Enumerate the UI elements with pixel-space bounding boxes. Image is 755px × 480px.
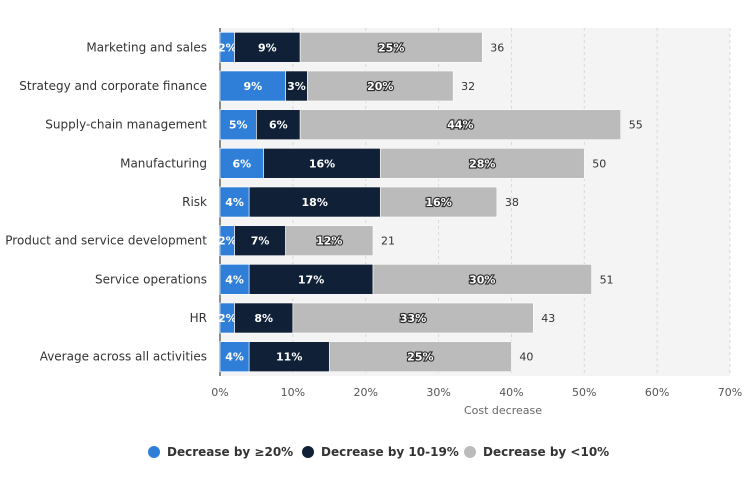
bar-segment: [219, 148, 265, 179]
x-tick-label: 0%: [211, 386, 228, 399]
bar-segment: [372, 264, 592, 295]
bar-segment: [307, 70, 454, 102]
bar-value-label: 2%: [218, 41, 237, 54]
bar-value-label: 7%: [251, 235, 270, 248]
bar-segment: [234, 302, 294, 334]
bar-value-label: 5%: [229, 119, 248, 132]
bar-segment: [248, 186, 381, 218]
legend-label: Decrease by <10%: [483, 445, 609, 459]
bar-value-label: 20%: [367, 80, 393, 93]
bar-total-label: 32: [461, 80, 475, 93]
bar-segment: [285, 225, 374, 256]
bar-value-label: 9%: [258, 41, 277, 54]
bar-value-label: 12%: [316, 235, 342, 248]
legend-swatch: [464, 446, 476, 458]
bar-value-label: 4%: [225, 196, 244, 209]
bar-value-label: 8%: [254, 312, 273, 325]
x-tick-label: 30%: [426, 386, 450, 399]
legend-label: Decrease by ≥20%: [167, 445, 293, 459]
x-tick-label: 70%: [718, 386, 742, 399]
x-tick-label: 50%: [572, 386, 596, 399]
bar-value-label: 2%: [218, 312, 237, 325]
bar-segment: [379, 148, 585, 179]
bar-value-label: 6%: [233, 157, 252, 170]
bar-segment: [299, 32, 483, 63]
category-label: Risk: [182, 195, 207, 209]
bars: 2% 9% 25% 36 9% 3% 20% 32 5% 6% 44% 55 6% 16% 28% 50 4% 1…: [218, 32, 643, 372]
bar-value-label: 4%: [225, 351, 244, 364]
x-tick-label: 40%: [499, 386, 523, 399]
bar-value-label: 28%: [469, 157, 495, 170]
bar-value-label: 16%: [425, 196, 451, 209]
bar-segment: [263, 148, 381, 179]
legend-swatch: [302, 446, 314, 458]
bar-value-label: 2%: [218, 235, 237, 248]
bar-segment: [248, 341, 330, 372]
legend: Decrease by ≥20% Decrease by 10-19% Decrea…: [148, 445, 609, 459]
bar-value-label: 9%: [243, 80, 262, 93]
bar-value-label: 4%: [225, 273, 244, 286]
x-axis-ticks: 0% 10% 20% 30% 40% 50% 60% 70%: [211, 386, 742, 399]
bar-value-label: 3%: [287, 80, 306, 93]
category-labels: Marketing and sales Strategy and corporat…: [5, 40, 207, 363]
x-tick-label: 10%: [281, 386, 305, 399]
bar-total-label: 50: [592, 157, 606, 170]
bar-value-label: 11%: [276, 351, 302, 364]
category-label: HR: [190, 311, 207, 325]
bar-value-label: 17%: [298, 273, 324, 286]
bar-value-label: 6%: [269, 119, 288, 132]
bar-value-label: 18%: [302, 196, 328, 209]
bar-segment: [379, 186, 498, 218]
legend-label: Decrease by 10-19%: [321, 445, 459, 459]
x-tick-label: 60%: [645, 386, 669, 399]
category-label: Service operations: [95, 272, 207, 286]
bar-value-label: 16%: [309, 157, 335, 170]
legend-swatch: [148, 446, 160, 458]
bar-segment: [234, 225, 286, 256]
bar-value-label: 44%: [447, 119, 473, 132]
bar-total-label: 40: [519, 351, 533, 364]
category-label: Manufacturing: [120, 156, 207, 170]
bar-segment: [219, 70, 286, 102]
bar-segment: [234, 32, 301, 63]
category-label: Average across all activities: [40, 350, 207, 364]
bar-total-label: 43: [541, 312, 555, 325]
category-label: Supply-chain management: [45, 118, 207, 132]
bar-value-label: 25%: [378, 41, 404, 54]
bar-segment: [292, 302, 534, 334]
bar-total-label: 51: [600, 273, 614, 286]
bar-segment: [328, 341, 512, 372]
bar-total-label: 36: [490, 41, 504, 54]
bar-total-label: 38: [505, 196, 519, 209]
bar-segment: [256, 109, 301, 140]
category-label: Product and service development: [5, 234, 207, 248]
x-tick-label: 20%: [353, 386, 377, 399]
bar-total-label: 21: [381, 235, 395, 248]
category-label: Strategy and corporate finance: [19, 79, 207, 93]
bar-segment: [219, 264, 250, 295]
category-label: Marketing and sales: [86, 40, 207, 54]
bar-value-label: 33%: [400, 312, 426, 325]
bar-value-label: 25%: [407, 351, 433, 364]
x-axis-title: Cost decrease: [464, 404, 542, 417]
bar-value-label: 30%: [469, 273, 495, 286]
bar-segment: [299, 109, 622, 140]
bar-total-label: 55: [629, 119, 643, 132]
